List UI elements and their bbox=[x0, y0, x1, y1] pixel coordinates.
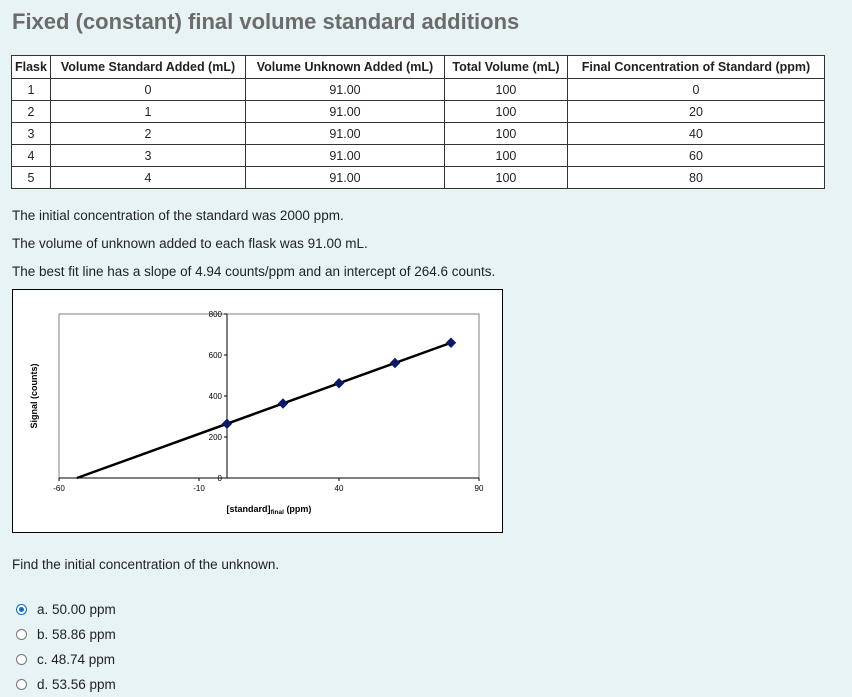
table-header-row: Flask Volume Standard Added (mL) Volume … bbox=[11, 55, 825, 79]
data-table: Flask Volume Standard Added (mL) Volume … bbox=[11, 55, 825, 189]
table-cell: 100 bbox=[443, 122, 568, 145]
header-final-concentration: Final Concentration of Standard (ppm) bbox=[566, 55, 825, 79]
data-point bbox=[277, 398, 289, 409]
table-row: 1 0 91.00 100 0 bbox=[11, 78, 825, 101]
table-cell: 3 bbox=[49, 144, 246, 167]
x-axis-label-unit: (ppm) bbox=[284, 504, 312, 514]
table-cell: 1 bbox=[49, 100, 246, 123]
calibration-chart: 0 200 400 600 800 -60 -10 40 90 [standard]final … bbox=[12, 289, 503, 533]
x-tick-label: -60 bbox=[53, 484, 65, 493]
info-standard-concentration: The initial concentration of the standar… bbox=[12, 208, 344, 223]
data-point bbox=[389, 357, 401, 369]
y-axis-label: Signal (counts) bbox=[29, 363, 39, 428]
header-total-volume: Total Volume (mL) bbox=[443, 55, 568, 79]
answer-label: c. 48.74 ppm bbox=[37, 652, 116, 667]
table-cell: 20 bbox=[566, 100, 825, 123]
question-text: Find the initial concentration of the un… bbox=[12, 557, 280, 572]
data-point bbox=[445, 337, 457, 348]
y-tick-label: 0 bbox=[218, 474, 223, 483]
table-cell: 2 bbox=[49, 122, 246, 145]
table-row: 2 1 91.00 100 20 bbox=[11, 100, 825, 123]
table-cell: 91.00 bbox=[244, 166, 445, 189]
y-tick-label: 400 bbox=[209, 392, 223, 401]
answer-label: a. 50.00 ppm bbox=[37, 602, 116, 617]
table-row: 4 3 91.00 100 60 bbox=[11, 144, 825, 167]
header-flask: Flask bbox=[11, 55, 51, 79]
data-point bbox=[221, 418, 233, 429]
info-unknown-volume: The volume of unknown added to each flas… bbox=[12, 236, 368, 251]
table-cell: 4 bbox=[49, 166, 246, 189]
table-cell: 91.00 bbox=[244, 78, 445, 101]
table-row: 5 4 91.00 100 80 bbox=[11, 166, 825, 189]
header-volume-unknown: Volume Unknown Added (mL) bbox=[244, 55, 445, 79]
radio-button-checked[interactable] bbox=[16, 604, 27, 615]
info-best-fit: The best fit line has a slope of 4.94 co… bbox=[12, 264, 496, 279]
plot-layer: 0 200 400 600 800 -60 -10 40 90 bbox=[53, 310, 484, 493]
table-cell: 91.00 bbox=[244, 122, 445, 145]
answer-option-d[interactable]: d. 53.56 ppm bbox=[16, 672, 116, 697]
plot-area bbox=[58, 313, 480, 479]
x-tick-label: -10 bbox=[193, 484, 205, 493]
table-cell: 91.00 bbox=[244, 100, 445, 123]
y-tick-label: 600 bbox=[209, 351, 223, 360]
answer-label: d. 53.56 ppm bbox=[37, 677, 116, 692]
x-tick-label: 40 bbox=[335, 484, 344, 493]
table-cell: 100 bbox=[443, 78, 568, 101]
table-cell: 100 bbox=[443, 166, 568, 189]
table-cell: 100 bbox=[443, 144, 568, 167]
x-axis-label: [standard]final (ppm) bbox=[227, 504, 312, 516]
table-cell: 2 bbox=[11, 100, 51, 123]
header-volume-standard: Volume Standard Added (mL) bbox=[49, 55, 246, 79]
table-cell: 0 bbox=[566, 78, 825, 101]
table-cell: 5 bbox=[11, 166, 51, 189]
best-fit-line bbox=[76, 341, 452, 480]
x-tick-label: 90 bbox=[475, 484, 484, 493]
x-axis-label-sub: final bbox=[271, 509, 285, 516]
table-cell: 91.00 bbox=[244, 144, 445, 167]
table-cell: 80 bbox=[566, 166, 825, 189]
answer-option-c[interactable]: c. 48.74 ppm bbox=[16, 647, 116, 672]
table-cell: 40 bbox=[566, 122, 825, 145]
answer-option-a[interactable]: a. 50.00 ppm bbox=[16, 597, 116, 622]
radio-button[interactable] bbox=[16, 654, 27, 665]
answer-label: b. 58.86 ppm bbox=[37, 627, 116, 642]
y-tick-label: 200 bbox=[209, 433, 223, 442]
table-cell: 3 bbox=[11, 122, 51, 145]
chart-svg: 0 200 400 600 800 -60 -10 40 90 [standard]final … bbox=[29, 310, 484, 516]
table-cell: 0 bbox=[49, 78, 246, 101]
table-row: 3 2 91.00 100 40 bbox=[11, 122, 825, 145]
table-cell: 100 bbox=[443, 100, 568, 123]
radio-button[interactable] bbox=[16, 629, 27, 640]
y-tick-label: 800 bbox=[209, 310, 223, 319]
table-cell: 4 bbox=[11, 144, 51, 167]
x-axis-label-main: [standard] bbox=[227, 504, 271, 514]
table-cell: 1 bbox=[11, 78, 51, 101]
answer-option-b[interactable]: b. 58.86 ppm bbox=[16, 622, 116, 647]
page-title: Fixed (constant) final volume standard a… bbox=[12, 9, 520, 34]
data-point bbox=[333, 378, 345, 389]
radio-button[interactable] bbox=[16, 679, 27, 690]
table-cell: 60 bbox=[566, 144, 825, 167]
answer-options: a. 50.00 ppm b. 58.86 ppm c. 48.74 ppm d… bbox=[16, 597, 116, 697]
